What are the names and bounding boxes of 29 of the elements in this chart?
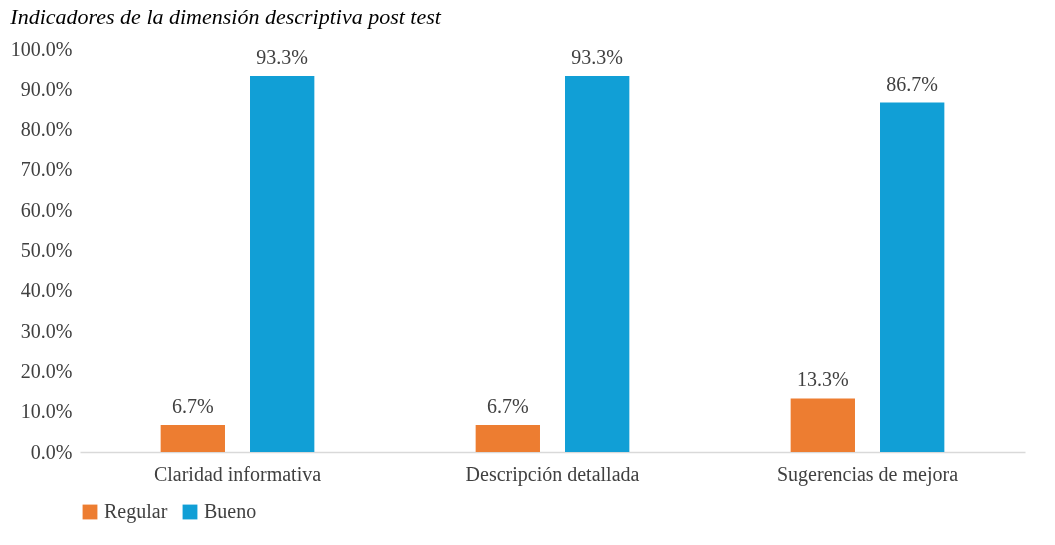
bar [880,102,945,452]
y-tick-label: 70.0% [20,158,73,181]
x-tick-label: Sugerencias de mejora [776,462,959,486]
data-label: 6.7% [171,395,214,417]
y-tick-label: 50.0% [20,239,73,261]
data-label: 13.3% [796,368,849,391]
legend-label: Bueno [204,500,257,522]
y-tick-label: 20.0% [20,359,73,382]
bar [250,76,315,452]
bar [790,398,855,452]
y-tick-label: 10.0% [20,400,73,423]
bar [475,425,540,452]
y-tick-label: 80.0% [20,118,73,141]
y-tick-label: 100.0% [10,37,73,60]
y-tick-label: 60.0% [20,198,73,221]
data-label: 93.3% [256,46,309,68]
x-tick-label: Claridad informativa [153,462,322,485]
data-label: 6.7% [486,395,529,417]
bar [565,76,630,452]
y-tick-label: 30.0% [20,319,73,342]
y-tick-label: 0.0% [30,440,73,463]
data-label: 93.3% [571,46,624,68]
data-label: 86.7% [886,72,939,95]
bar [160,425,225,452]
x-tick-label: Descripción detallada [465,462,640,486]
y-tick-label: 90.0% [20,77,73,100]
y-tick-label: 40.0% [20,279,73,302]
legend-label: Regular [104,500,168,523]
chart-title: Indicadores de la dimensión descriptiva post test [9,4,442,29]
